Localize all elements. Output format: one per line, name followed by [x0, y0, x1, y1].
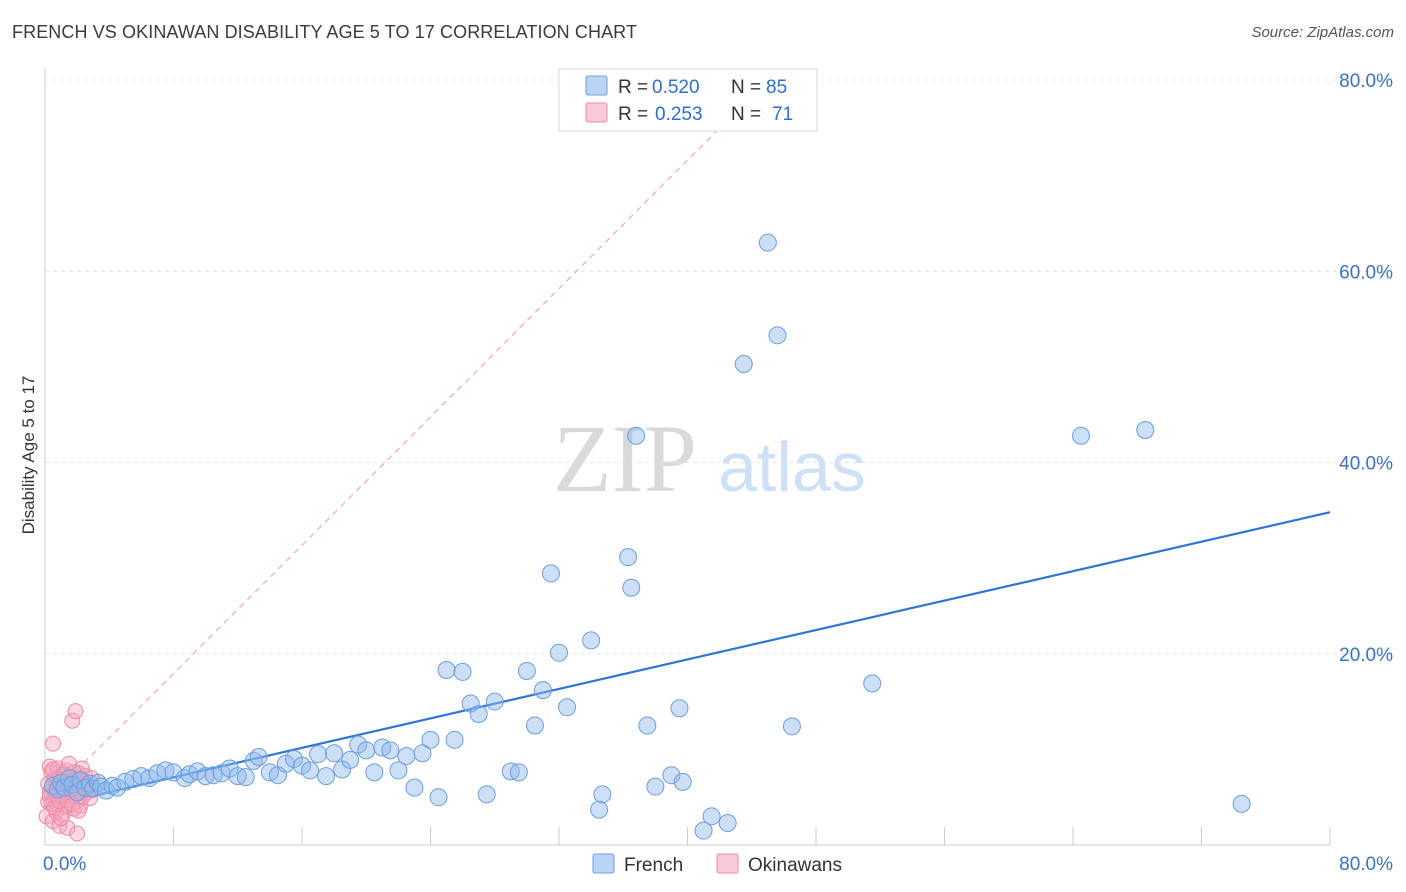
french-point [365, 763, 384, 782]
french-point [525, 716, 544, 735]
watermark-zip: ZIP [553, 405, 697, 512]
french-point [758, 233, 777, 252]
stats-legend: R = 0.520 N = 85 R = 0.253 N = 71 [558, 68, 818, 132]
french-point [249, 748, 268, 767]
okinawans-point [67, 703, 84, 720]
okinawans-point [59, 819, 76, 836]
french-points [44, 233, 1251, 840]
okinawans-trendline [44, 79, 769, 803]
french-point [533, 681, 552, 700]
french-point [593, 785, 612, 804]
french-point [309, 745, 328, 764]
french-point [437, 661, 456, 680]
okinawans-point [51, 793, 68, 810]
french-point [718, 814, 737, 833]
okinawans-point [70, 802, 87, 819]
french-point [622, 578, 641, 597]
french-legend-swatch [585, 75, 608, 96]
french-point [646, 777, 665, 796]
french-point [582, 631, 601, 650]
french-r-value: 0.520 [652, 77, 700, 98]
x-tick-label-min: 0.0% [43, 854, 86, 875]
french-point [421, 730, 440, 749]
okinawans-n-value: 71 [772, 104, 793, 125]
okinawans-n-label: N = [731, 104, 761, 125]
okinawans-point [69, 825, 86, 842]
french-point [381, 741, 400, 760]
french-point [590, 800, 609, 819]
series-legend: French Okinawans [592, 853, 842, 876]
watermark-atlas: atlas [718, 428, 866, 506]
x-tick-label-max: 80.0% [1339, 854, 1393, 875]
french-point [1136, 420, 1155, 439]
legend-okinawans-swatch [716, 853, 739, 874]
legend-french-swatch [592, 853, 615, 874]
y-tick-label: 80.0% [1339, 71, 1393, 92]
okinawans-point [64, 712, 81, 729]
gridlines [45, 79, 1392, 655]
french-point [558, 698, 577, 717]
y-axis-label: Disability Age 5 to 17 [19, 376, 38, 535]
y-tick-label: 40.0% [1339, 454, 1393, 475]
french-point [673, 772, 692, 791]
okinawans-r-value: 0.253 [655, 104, 703, 125]
french-point [317, 767, 336, 786]
french-point [1072, 426, 1091, 445]
french-n-value: 85 [766, 77, 787, 98]
french-point [357, 741, 376, 760]
french-point [453, 662, 472, 681]
french-point [541, 564, 560, 583]
french-point [301, 761, 320, 780]
french-point [477, 785, 496, 804]
french-point [627, 426, 646, 445]
french-point [670, 699, 689, 718]
y-tick-label: 20.0% [1339, 645, 1393, 666]
french-point [469, 704, 488, 723]
french-point [445, 730, 464, 749]
chart-title: FRENCH VS OKINAWAN DISABILITY AGE 5 TO 1… [12, 22, 638, 42]
french-r-label: R = [618, 77, 648, 98]
french-point [768, 326, 787, 345]
okinawans-point [53, 810, 70, 827]
french-point [734, 355, 753, 374]
french-point [863, 674, 882, 693]
french-point [397, 747, 416, 766]
legend-okinawans-label: Okinawans [748, 855, 842, 876]
french-point [164, 763, 183, 782]
trendlines [44, 79, 1331, 808]
french-point [325, 744, 344, 763]
french-point [782, 717, 801, 736]
x-tick-labels: 0.0% 80.0% [43, 854, 1393, 875]
french-point [638, 716, 657, 735]
french-point [509, 763, 528, 782]
french-point [236, 768, 255, 787]
french-trendline [44, 511, 1331, 808]
french-n-label: N = [731, 77, 761, 98]
okinawans-r-label: R = [618, 104, 648, 125]
french-point [341, 750, 360, 769]
french-point [619, 548, 638, 567]
okinawans-legend-swatch [585, 102, 608, 123]
french-point [550, 643, 568, 662]
y-tick-labels: 20.0% 40.0% 60.0% 80.0% [1339, 71, 1393, 666]
french-point [485, 692, 504, 711]
french-point [694, 821, 713, 840]
french-point [405, 778, 424, 797]
y-tick-label: 60.0% [1339, 262, 1393, 283]
legend-french-label: French [624, 855, 683, 876]
french-point [389, 761, 408, 780]
source-credit: Source: ZipAtlas.com [1251, 24, 1394, 41]
french-point [702, 807, 721, 826]
okinawans-point [45, 735, 62, 752]
french-point [662, 766, 681, 785]
french-point [413, 744, 432, 763]
french-point [517, 661, 536, 680]
french-point [1232, 794, 1251, 813]
axes [44, 68, 1331, 846]
french-point [429, 788, 448, 807]
